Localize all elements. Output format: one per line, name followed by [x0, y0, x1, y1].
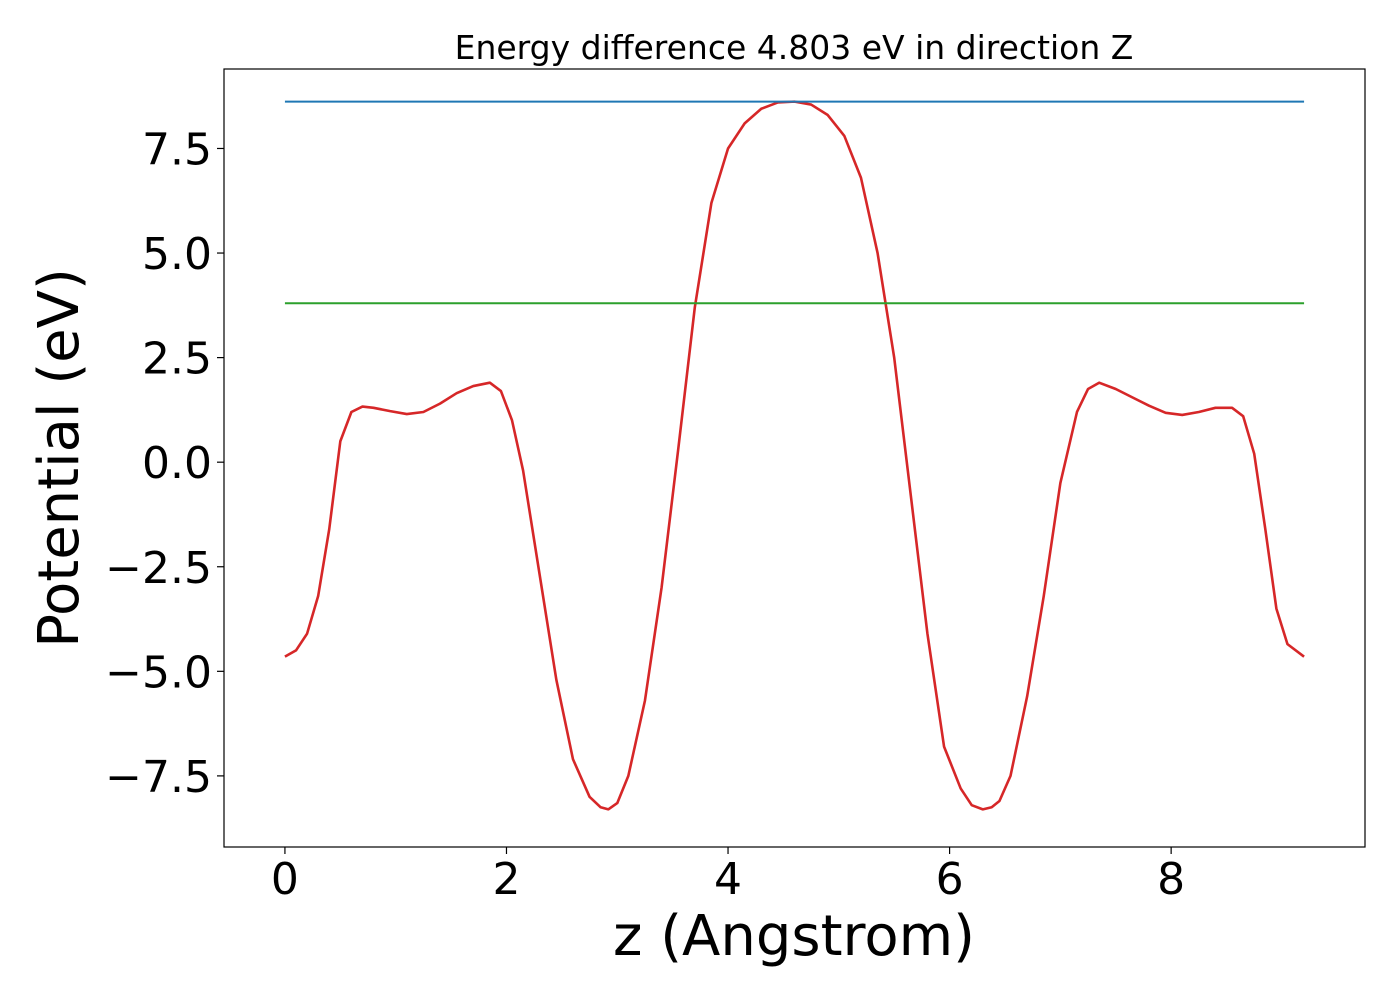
series-layer [284, 100, 1305, 811]
x-tick-label: 0 [271, 854, 299, 905]
x-tick-label: 2 [492, 854, 520, 905]
y-axis-label: Potential (eV) [27, 268, 92, 648]
y-tick-label: −2.5 [105, 543, 212, 594]
x-tick-label: 4 [714, 854, 742, 905]
y-tick-label: −7.5 [105, 752, 212, 803]
x-tick-label: 6 [936, 854, 964, 905]
y-tick-label: 0.0 [142, 438, 212, 489]
y-tick-label: 7.5 [142, 124, 212, 175]
y-tick-label: 5.0 [142, 229, 212, 280]
x-tick-label: 8 [1157, 854, 1185, 905]
x-axis-ticks: 0 2 4 6 8 [271, 847, 1185, 905]
chart-title: Energy difference 4.803 eV in direction … [455, 28, 1134, 67]
y-axis-ticks: −7.5 −5.0 −2.5 0.0 2.5 5.0 7.5 [105, 124, 224, 803]
y-tick-label: 2.5 [142, 334, 212, 385]
plot-frame [223, 68, 1366, 848]
x-axis-label: z (Angstrom) [613, 904, 975, 969]
y-tick-label: −5.0 [105, 647, 212, 698]
